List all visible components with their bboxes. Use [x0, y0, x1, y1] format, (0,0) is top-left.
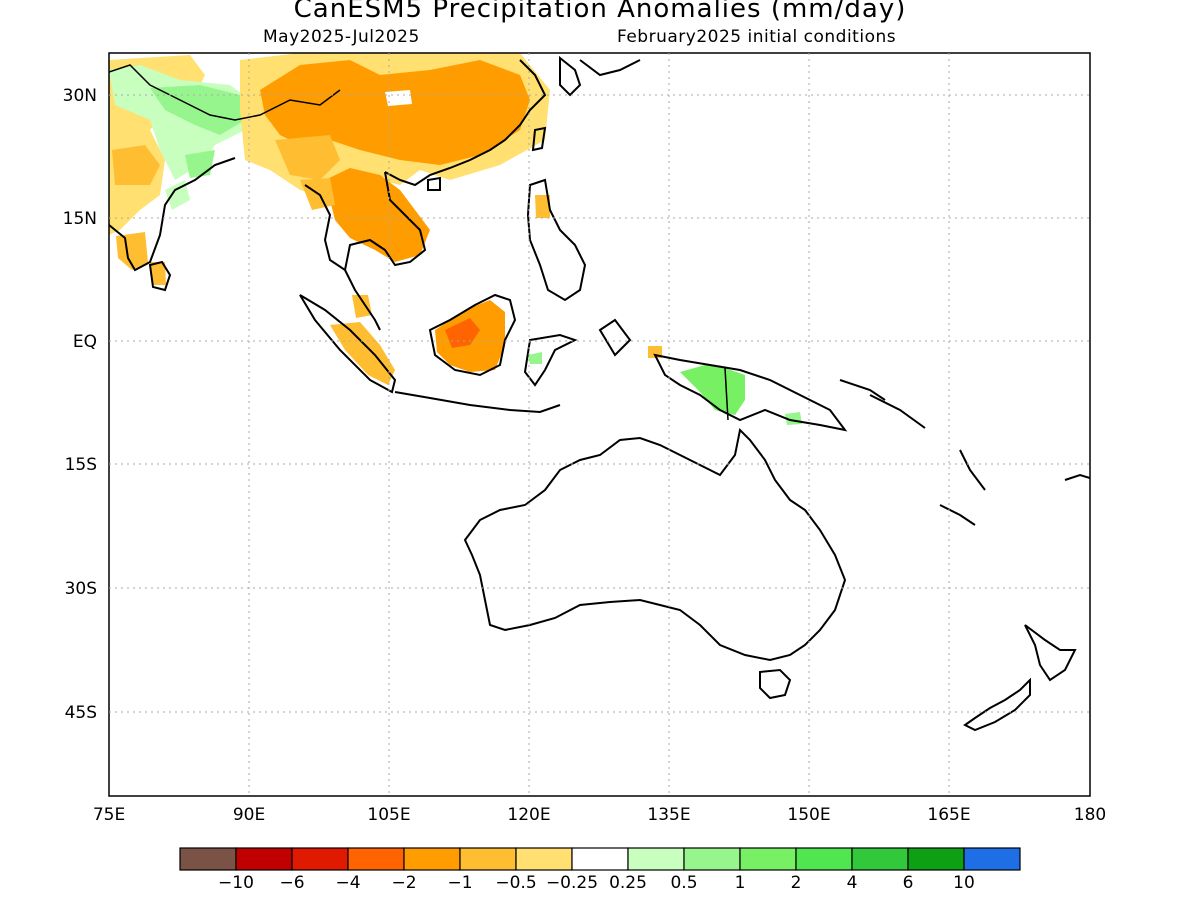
coast-hainan: [427, 176, 441, 191]
colorbar-swatch: [571, 847, 629, 871]
lon-label-150e: 150E: [787, 805, 830, 825]
colorbar-tick-label: −6: [279, 873, 304, 893]
coast-halmahera: [598, 318, 632, 357]
coast-nz-south: [963, 677, 1031, 732]
colorbar-tick-label: 0.5: [670, 873, 697, 893]
map-title: CanESM5 Precipitation Anomalies (mm/day): [293, 0, 907, 24]
border-png: [724, 367, 729, 421]
coastlines: [109, 55, 1090, 732]
anomaly-shading: [109, 53, 802, 425]
coast-vanuatu: [959, 449, 986, 491]
colorbar-swatch: [683, 847, 741, 871]
colorbar-swatch: [347, 847, 405, 871]
coast-nz-north: [1024, 624, 1077, 682]
anomaly-indochina: [325, 168, 430, 262]
coast-korea: [559, 55, 582, 97]
colorbar-swatch: [403, 847, 461, 871]
lat-label-15s: 15S: [65, 455, 97, 475]
coast-china: [384, 59, 547, 187]
colorbar-tick-label: −0.5: [495, 873, 536, 893]
anomaly-sumatra: [330, 322, 395, 385]
gridlines: [109, 53, 1090, 796]
colorbar-swatch: [515, 847, 573, 871]
lat-labels: 30N 15N EQ 15S 30S 45S: [63, 86, 97, 723]
lat-label-45s: 45S: [65, 703, 97, 723]
colorbar-swatch: [627, 847, 685, 871]
colorbar-tick-label: −2: [391, 873, 416, 893]
colorbar-swatch: [291, 847, 349, 871]
lon-label-135e: 135E: [647, 805, 690, 825]
anomaly-india-south: [116, 232, 148, 270]
forecast-period: May2025-Jul2025: [263, 27, 420, 47]
coast-india: [109, 157, 236, 272]
coast-taiwan: [531, 126, 547, 152]
anomaly-malay: [352, 295, 372, 318]
coast-philippines: [526, 178, 587, 302]
lon-label-90e: 90E: [233, 805, 265, 825]
colorbar-tick-label: −1: [447, 873, 472, 893]
colorbar-swatch: [963, 847, 1021, 871]
anomaly-philippines: [535, 195, 550, 218]
coast-australia: [463, 427, 847, 662]
anomaly-india-dry2: [112, 145, 160, 185]
coast-japan: [579, 59, 641, 77]
anomaly-china-hole: [385, 90, 412, 106]
lon-label-180: 180: [1074, 805, 1106, 825]
coast-solomons: [869, 394, 926, 429]
colorbar-tick-label: −10: [218, 873, 254, 893]
colorbar-tick-label: 0.25: [609, 873, 647, 893]
colorbar-tick-label: 1: [735, 873, 746, 893]
coast-indochina: [304, 171, 427, 272]
colorbar-tick-label: 4: [847, 873, 858, 893]
map-frame: [108, 52, 1091, 797]
colorbar-swatch: [235, 847, 293, 871]
colorbar: [179, 847, 1021, 871]
lat-label-15n: 15N: [63, 209, 97, 229]
coast-sulawesi: [523, 333, 578, 387]
coast-java: [394, 391, 561, 414]
colorbar-tick-label: 10: [953, 873, 975, 893]
coast-newcaledonia: [939, 504, 976, 526]
anomaly-bay-edge: [165, 180, 190, 210]
colorbar-swatch: [907, 847, 965, 871]
anomaly-sulawesi-wet: [528, 352, 542, 364]
colorbar-tick-label: −0.25: [546, 873, 598, 893]
colorbar-swatch: [851, 847, 909, 871]
lat-label-30s: 30S: [65, 579, 97, 599]
coast-tasmania: [759, 668, 792, 700]
coast-newbritain: [839, 379, 886, 401]
border-himalaya: [109, 64, 341, 121]
lat-label-eq: EQ: [73, 332, 97, 352]
colorbar-labels: −10 −6 −4 −2 −1 −0.5 −0.25 0.25 0.5 1 2 4 6 10: [218, 873, 975, 893]
anomaly-newguinea-wet: [680, 365, 745, 415]
lon-label-120e: 120E: [507, 805, 550, 825]
coast-sumatra: [299, 294, 397, 394]
coast-borneo: [428, 293, 517, 377]
colorbar-swatch: [739, 847, 797, 871]
colorbar-swatch: [179, 847, 237, 871]
lon-label-105e: 105E: [367, 805, 410, 825]
initial-conditions: February2025 initial conditions: [617, 27, 897, 47]
colorbar-tick-label: 2: [791, 873, 802, 893]
lon-label-75e: 75E: [93, 805, 125, 825]
colorbar-swatch: [795, 847, 853, 871]
lat-label-30n: 30N: [63, 86, 97, 106]
coast-fiji: [1064, 473, 1090, 481]
colorbar-tick-label: 6: [903, 873, 914, 893]
anomaly-borneo-core: [445, 318, 480, 348]
lon-labels: 75E 90E 105E 120E 135E 150E 165E 180: [93, 805, 1106, 825]
anomaly-srilanka: [150, 262, 166, 285]
colorbar-swatch: [459, 847, 517, 871]
anomaly-china-mid: [275, 135, 340, 180]
lon-label-165e: 165E: [927, 805, 970, 825]
colorbar-tick-label: −4: [335, 873, 360, 893]
coast-newguinea: [653, 353, 848, 432]
coast-malay: [344, 269, 381, 331]
coast-srilanka: [148, 260, 172, 292]
